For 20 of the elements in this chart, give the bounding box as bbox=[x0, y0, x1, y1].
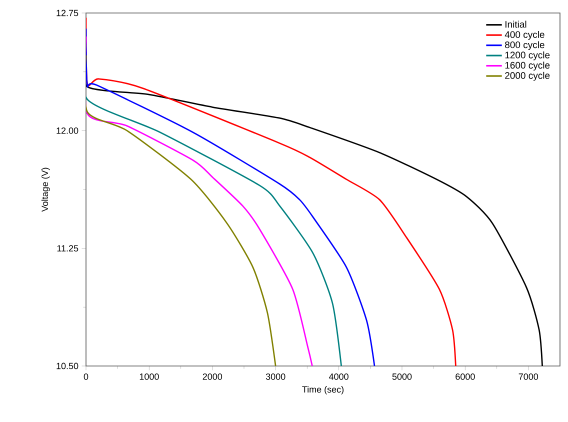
y-tick-label: 10.50 bbox=[56, 362, 78, 370]
x-tick-label: 0 bbox=[84, 373, 88, 380]
y-tick-label: 12.00 bbox=[56, 127, 78, 134]
x-axis-title: Time (sec) bbox=[302, 386, 344, 394]
x-tick-label: 3000 bbox=[266, 373, 286, 380]
y-tick-label: 11.25 bbox=[57, 245, 78, 252]
x-tick-label: 1000 bbox=[140, 373, 159, 380]
legend-label: 400 cycle bbox=[504, 30, 544, 40]
legend-label: 1600 cycle bbox=[505, 62, 550, 71]
y-tick-label: 12.75 bbox=[56, 10, 78, 16]
x-tick-label: 4000 bbox=[328, 373, 348, 380]
y-axis-title: Voltage (V) bbox=[41, 168, 50, 212]
x-tick-label: 7000 bbox=[518, 373, 538, 380]
legend-label: 2000 cycle bbox=[505, 72, 550, 81]
x-tick-label: 5000 bbox=[392, 373, 412, 380]
legend-label: Initial bbox=[506, 20, 526, 28]
legend-label: 800 cycle bbox=[505, 41, 544, 50]
x-tick-label: 6000 bbox=[456, 373, 475, 380]
legend-label: 1200 cycle bbox=[505, 51, 550, 60]
x-tick-label: 2000 bbox=[202, 373, 222, 380]
